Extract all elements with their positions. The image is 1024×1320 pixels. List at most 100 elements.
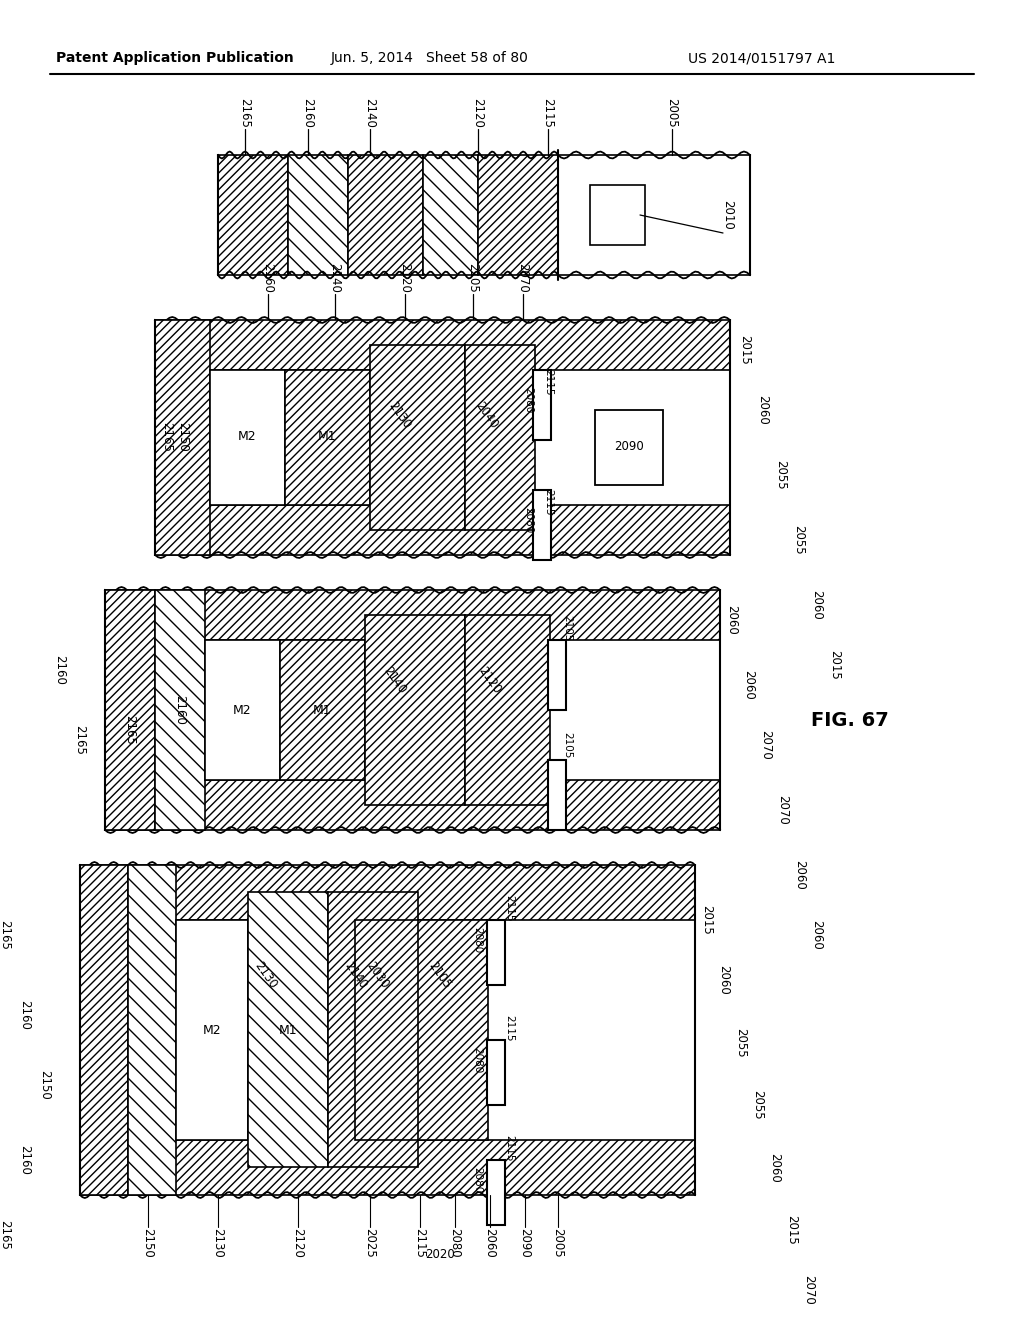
Text: 2105: 2105 <box>562 615 572 642</box>
Bar <box>288 154 348 275</box>
Bar <box>595 411 663 484</box>
Bar <box>155 506 730 554</box>
Text: 2080: 2080 <box>523 387 534 413</box>
Text: 2055: 2055 <box>774 461 787 490</box>
Text: 2115: 2115 <box>414 1228 427 1258</box>
Bar <box>80 865 128 1195</box>
Bar <box>348 154 423 275</box>
Bar <box>487 920 505 985</box>
Text: 2060: 2060 <box>811 920 823 950</box>
Bar <box>465 615 550 805</box>
Text: 2060: 2060 <box>768 1154 781 1183</box>
Text: 2015: 2015 <box>828 651 842 680</box>
Text: 2030: 2030 <box>364 960 391 991</box>
Text: 2055: 2055 <box>734 1028 748 1057</box>
Text: 2060: 2060 <box>757 395 769 425</box>
Bar <box>534 490 551 560</box>
Bar <box>548 760 566 830</box>
Text: 2150: 2150 <box>176 422 189 451</box>
Text: 2140: 2140 <box>342 960 370 991</box>
Text: 2060: 2060 <box>811 590 823 620</box>
Text: M1: M1 <box>312 704 332 717</box>
Bar <box>418 920 488 1140</box>
Text: 2160: 2160 <box>173 696 186 725</box>
Bar <box>355 920 435 1140</box>
Text: 2015: 2015 <box>700 906 714 935</box>
Bar <box>176 920 248 1140</box>
Text: 2115: 2115 <box>504 1135 514 1162</box>
Text: M2: M2 <box>232 704 251 717</box>
Text: 2120: 2120 <box>471 98 484 128</box>
Bar <box>248 920 328 1140</box>
Bar <box>155 319 210 554</box>
Bar <box>590 185 645 246</box>
Text: US 2014/0151797 A1: US 2014/0151797 A1 <box>688 51 836 65</box>
Text: 2120: 2120 <box>292 1228 304 1258</box>
Text: 2160: 2160 <box>301 98 314 128</box>
Text: 2090: 2090 <box>518 1228 531 1258</box>
Text: 2120: 2120 <box>398 263 412 293</box>
Text: 2105: 2105 <box>426 960 454 991</box>
Text: 2080: 2080 <box>449 1228 462 1258</box>
Text: 2040: 2040 <box>473 399 501 430</box>
Text: M1: M1 <box>317 430 336 444</box>
Text: 2115: 2115 <box>504 1015 514 1041</box>
Bar <box>328 892 418 1167</box>
Text: M2: M2 <box>238 430 256 444</box>
Bar <box>248 892 328 1167</box>
Bar <box>105 590 720 640</box>
Text: 2130: 2130 <box>386 399 414 430</box>
Text: FIG. 67: FIG. 67 <box>811 710 889 730</box>
Text: 2070: 2070 <box>803 1275 815 1305</box>
Text: Jun. 5, 2014   Sheet 58 of 80: Jun. 5, 2014 Sheet 58 of 80 <box>331 51 529 65</box>
Bar <box>365 615 465 805</box>
Text: 2090: 2090 <box>614 441 644 454</box>
Text: M2: M2 <box>203 1023 221 1036</box>
Text: 2055: 2055 <box>752 1090 765 1119</box>
Text: 2015: 2015 <box>738 335 752 364</box>
Text: 2060: 2060 <box>725 605 738 635</box>
Text: 2130: 2130 <box>252 960 280 991</box>
Text: M1: M1 <box>279 1023 297 1036</box>
Text: 2140: 2140 <box>381 664 409 696</box>
Text: 2150: 2150 <box>39 1071 51 1100</box>
Text: 2080: 2080 <box>472 927 482 953</box>
Text: 2005: 2005 <box>552 1228 564 1258</box>
Bar <box>423 154 478 275</box>
Bar <box>280 640 365 780</box>
Bar <box>210 370 285 506</box>
Text: 2140: 2140 <box>329 263 341 293</box>
Bar <box>128 865 176 1195</box>
Text: 2010: 2010 <box>722 201 734 230</box>
Text: 2130: 2130 <box>212 1228 224 1258</box>
Bar <box>487 1040 505 1105</box>
Text: 2020: 2020 <box>425 1249 455 1262</box>
Text: 2165: 2165 <box>239 98 252 128</box>
Text: 2070: 2070 <box>776 795 790 825</box>
Text: 2165: 2165 <box>124 715 136 744</box>
Text: 2165: 2165 <box>0 1220 11 1250</box>
Bar <box>105 590 155 830</box>
Text: 2120: 2120 <box>476 664 504 696</box>
Text: 2080: 2080 <box>472 1047 482 1073</box>
Text: 2055: 2055 <box>793 525 806 554</box>
Bar <box>155 319 730 370</box>
Text: 2150: 2150 <box>141 1228 155 1258</box>
Bar <box>487 1160 505 1225</box>
Bar <box>80 1140 695 1195</box>
Bar <box>205 640 280 780</box>
Bar <box>558 154 750 275</box>
Text: 2080: 2080 <box>472 1167 482 1193</box>
Bar <box>105 780 720 830</box>
Text: 2005: 2005 <box>666 98 679 128</box>
Bar <box>465 345 535 531</box>
Text: 2015: 2015 <box>785 1216 799 1245</box>
Text: 2060: 2060 <box>483 1228 497 1258</box>
Text: 2060: 2060 <box>718 965 730 995</box>
Text: 2165: 2165 <box>74 725 86 755</box>
Text: 2160: 2160 <box>261 263 274 293</box>
Text: 2160: 2160 <box>18 1144 32 1175</box>
Text: 2070: 2070 <box>760 730 772 760</box>
Text: 2160: 2160 <box>53 655 67 685</box>
Text: 2115: 2115 <box>504 895 514 921</box>
